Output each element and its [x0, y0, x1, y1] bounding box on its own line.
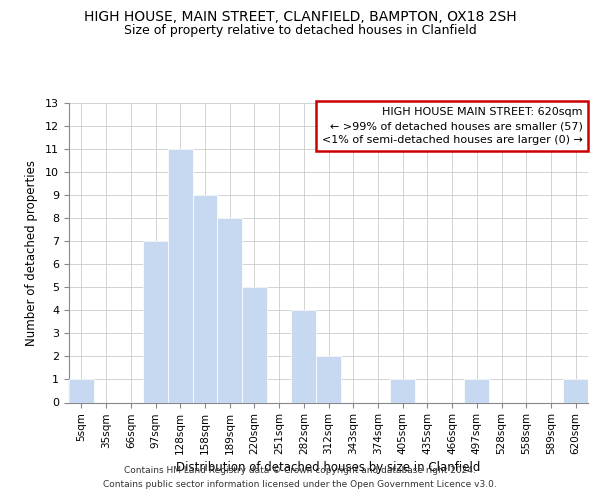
- Text: Contains HM Land Registry data © Crown copyright and database right 2024.: Contains HM Land Registry data © Crown c…: [124, 466, 476, 475]
- X-axis label: Distribution of detached houses by size in Clanfield: Distribution of detached houses by size …: [176, 462, 481, 474]
- Bar: [563, 380, 588, 402]
- Text: Contains public sector information licensed under the Open Government Licence v3: Contains public sector information licen…: [103, 480, 497, 489]
- Bar: [193, 195, 217, 402]
- Bar: [143, 241, 168, 402]
- Bar: [292, 310, 316, 402]
- Bar: [69, 380, 94, 402]
- Bar: [316, 356, 341, 403]
- Y-axis label: Number of detached properties: Number of detached properties: [25, 160, 38, 346]
- Text: HIGH HOUSE MAIN STREET: 620sqm
← >99% of detached houses are smaller (57)
<1% of: HIGH HOUSE MAIN STREET: 620sqm ← >99% of…: [322, 107, 583, 145]
- Bar: [168, 148, 193, 402]
- Bar: [217, 218, 242, 402]
- Bar: [464, 380, 489, 402]
- Bar: [242, 287, 267, 403]
- Text: HIGH HOUSE, MAIN STREET, CLANFIELD, BAMPTON, OX18 2SH: HIGH HOUSE, MAIN STREET, CLANFIELD, BAMP…: [83, 10, 517, 24]
- Bar: [390, 380, 415, 402]
- Text: Size of property relative to detached houses in Clanfield: Size of property relative to detached ho…: [124, 24, 476, 37]
